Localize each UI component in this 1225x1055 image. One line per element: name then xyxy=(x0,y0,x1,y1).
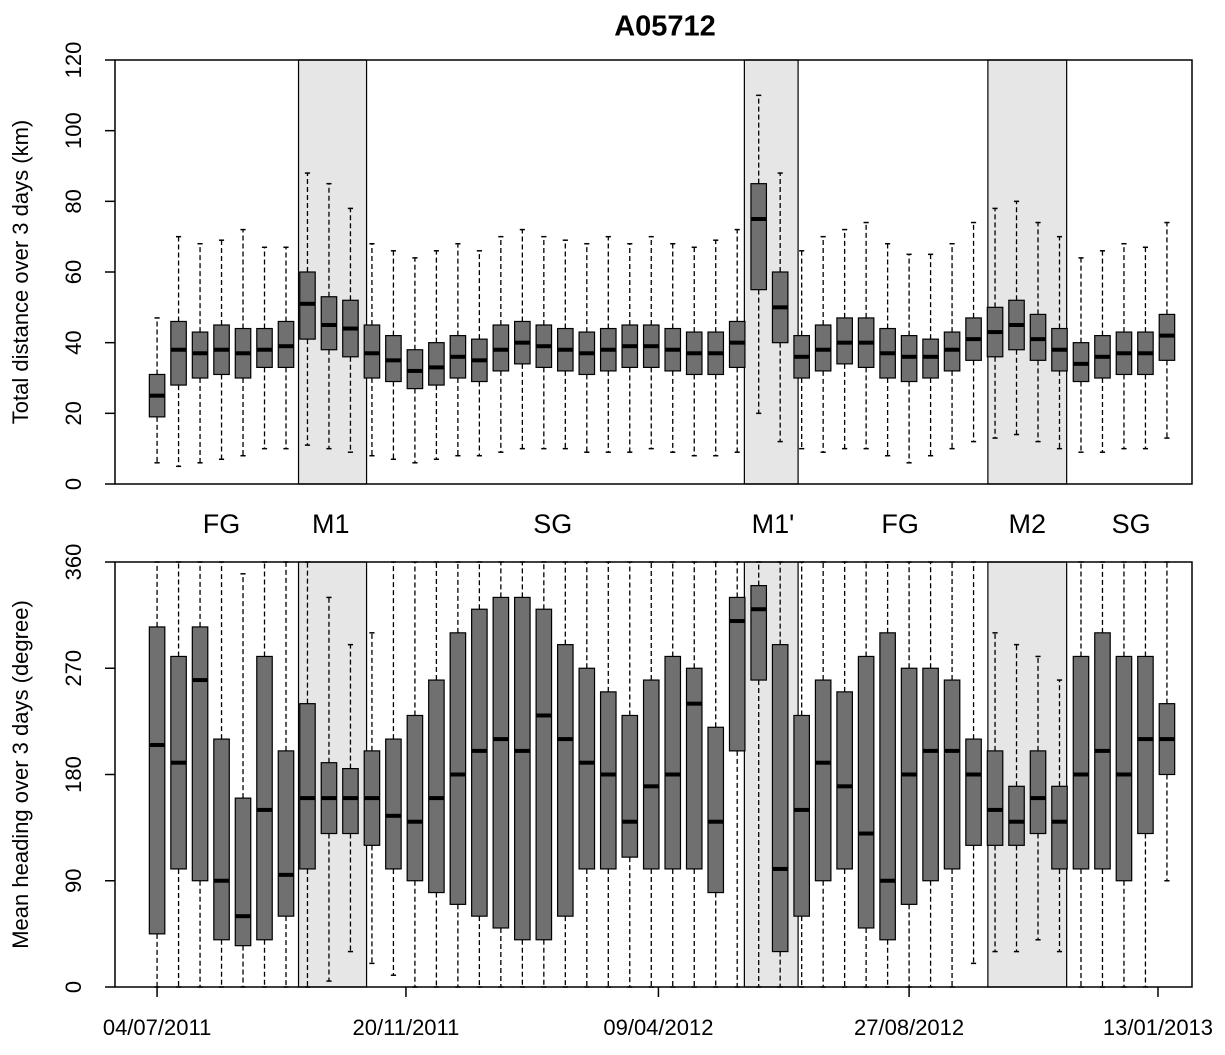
box xyxy=(1051,785,1068,870)
box xyxy=(900,667,918,905)
phase-label: M1' xyxy=(752,509,795,539)
y-tick-label: 0 xyxy=(61,981,86,993)
box xyxy=(793,714,811,917)
box xyxy=(922,667,939,882)
box xyxy=(1029,750,1047,835)
plot-frame xyxy=(114,561,1193,988)
chart-title: A05712 xyxy=(614,11,716,43)
box xyxy=(664,655,682,870)
phase-label: SG xyxy=(533,509,572,539)
shaded-period xyxy=(987,59,1068,485)
box xyxy=(642,679,660,870)
box xyxy=(771,644,789,953)
plot-frame xyxy=(114,59,1193,485)
phase-label: M1 xyxy=(312,509,350,539)
box xyxy=(965,738,982,846)
box xyxy=(750,585,768,681)
box xyxy=(514,596,531,941)
box xyxy=(857,655,875,929)
box xyxy=(599,691,617,870)
x-tick-label: 09/04/2012 xyxy=(603,1015,713,1040)
box xyxy=(707,726,725,894)
box xyxy=(1137,655,1154,835)
box xyxy=(428,679,445,894)
box xyxy=(879,632,896,941)
box xyxy=(342,767,359,835)
box xyxy=(750,183,768,291)
box xyxy=(986,750,1004,846)
box xyxy=(213,738,230,941)
y-tick-label: 100 xyxy=(61,112,86,149)
box xyxy=(685,667,703,870)
x-tick-label: 13/01/2013 xyxy=(1103,1015,1213,1040)
box xyxy=(256,655,273,941)
y-tick-label: 90 xyxy=(61,869,86,893)
box xyxy=(299,703,316,870)
phase-label: FG xyxy=(881,509,919,539)
y-tick-label: 360 xyxy=(61,544,86,581)
box xyxy=(535,608,553,941)
y-axis-label: Total distance over 3 days (km) xyxy=(8,120,33,424)
box xyxy=(277,750,295,917)
box xyxy=(556,644,574,917)
box xyxy=(943,679,961,870)
x-tick-label: 04/07/2011 xyxy=(103,1015,211,1040)
box xyxy=(814,679,832,882)
box xyxy=(428,342,445,386)
y-tick-label: 180 xyxy=(61,756,86,793)
y-tick-label: 120 xyxy=(61,42,86,79)
y-tick-label: 40 xyxy=(61,330,86,354)
box xyxy=(385,738,402,870)
phase-label: FG xyxy=(203,509,241,539)
y-tick-label: 0 xyxy=(61,478,86,490)
box xyxy=(1115,655,1133,882)
box xyxy=(191,626,209,882)
x-tick-label: 27/08/2012 xyxy=(854,1015,964,1040)
x-tick-label: 20/11/2011 xyxy=(353,1015,460,1040)
box xyxy=(148,626,166,935)
box xyxy=(234,797,252,947)
box xyxy=(471,608,488,917)
y-axis-label: Mean heading over 3 days (degree) xyxy=(8,600,33,949)
box xyxy=(449,632,467,905)
box xyxy=(578,667,596,870)
y-tick-label: 60 xyxy=(61,260,86,284)
y-tick-label: 80 xyxy=(61,189,86,213)
box xyxy=(406,714,424,882)
phase-label: M2 xyxy=(1009,509,1047,539)
y-tick-label: 20 xyxy=(61,401,86,425)
box xyxy=(621,714,639,858)
phase-label: SG xyxy=(1112,509,1151,539)
box xyxy=(728,596,746,752)
box xyxy=(1008,785,1025,846)
box xyxy=(1072,655,1090,870)
box xyxy=(170,320,187,386)
box xyxy=(836,691,853,870)
box xyxy=(492,596,510,929)
y-tick-label: 270 xyxy=(61,650,86,687)
